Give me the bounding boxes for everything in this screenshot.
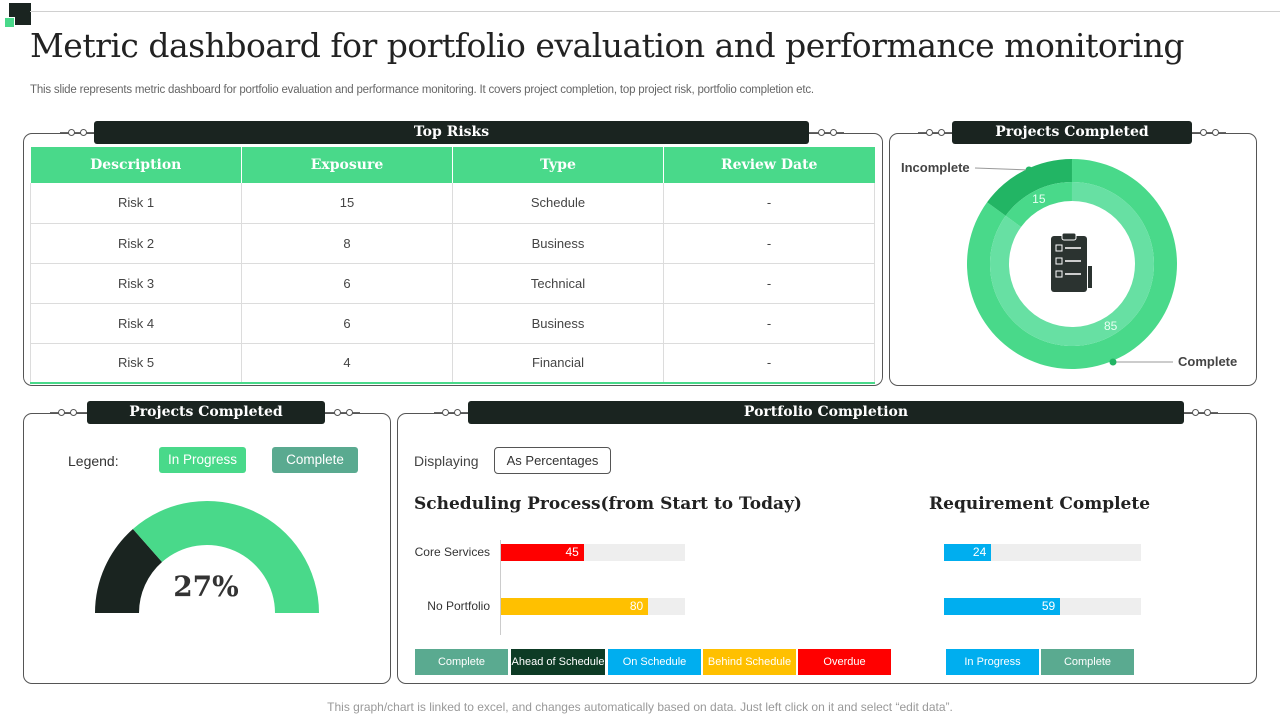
cell-description: Risk 1 (30, 183, 242, 224)
cell-exposure: 6 (241, 263, 453, 304)
column-header: Review Date (663, 147, 875, 183)
cell-exposure: 4 (241, 343, 453, 384)
cell-description: Risk 3 (30, 263, 242, 304)
table-row: Risk 5 4 Financial - (30, 343, 875, 384)
cell-exposure: 6 (241, 303, 453, 344)
legend-complete: Complete (272, 447, 358, 473)
cell-type: Financial (452, 343, 664, 384)
top-rule (30, 11, 1280, 12)
legend-label: Legend: (68, 453, 119, 469)
complete-label: Complete (1178, 354, 1238, 369)
top-risks-header: Top Risks (94, 121, 809, 144)
cell-review-date: - (663, 303, 875, 344)
requirement-track: 59 (944, 598, 1141, 615)
scheduling-track: 45 (501, 544, 685, 561)
incomplete-leader-line (974, 167, 1030, 171)
donut-value-incomplete: 15 (1032, 192, 1046, 206)
cell-type: Technical (452, 263, 664, 304)
key-requirement-complete: Complete (1041, 649, 1134, 675)
bar-category-label: No Portfolio (427, 599, 490, 613)
requirement-title: Requirement Complete (929, 494, 1151, 514)
connector (808, 128, 844, 138)
legend-in-progress: In Progress (159, 447, 246, 473)
cell-exposure: 15 (241, 183, 453, 224)
key-overdue: Overdue (798, 649, 891, 675)
table-row: Risk 3 6 Technical - (30, 263, 875, 304)
connector (1190, 128, 1226, 138)
scheduling-bar-core-services: 45 (501, 544, 584, 561)
column-header: Exposure (241, 147, 453, 183)
connector (918, 128, 954, 138)
donut-chart: 15 85 (967, 159, 1177, 369)
key-ahead-of-schedule: Ahead of Schedule (511, 649, 605, 675)
cell-type: Business (452, 223, 664, 264)
complete-leader-dot (1109, 358, 1117, 366)
connector (324, 408, 360, 418)
connector (50, 408, 88, 418)
scheduling-axis-line (500, 540, 501, 635)
portfolio-panel-header: Portfolio Completion (468, 401, 1184, 424)
donut-panel-header: Projects Completed (952, 121, 1192, 144)
displaying-label: Displaying (414, 453, 479, 469)
table-row: Risk 1 15 Schedule - (30, 183, 875, 224)
key-in-progress: In Progress (946, 649, 1039, 675)
scheduling-bar-no-portfolio: 80 (501, 598, 649, 615)
donut-value-complete: 85 (1104, 319, 1118, 333)
page-subtitle: This slide represents metric dashboard f… (30, 84, 814, 96)
gauge-panel-header: Projects Completed (87, 401, 325, 424)
table-row: Risk 4 6 Business - (30, 303, 875, 344)
key-behind-schedule: Behind Schedule (703, 649, 796, 675)
cell-description: Risk 5 (30, 343, 242, 384)
connector (60, 128, 96, 138)
cell-description: Risk 4 (30, 303, 242, 344)
cell-review-date: - (663, 223, 875, 264)
gauge-segment-complete (132, 501, 319, 613)
requirement-bar: 59 (944, 598, 1061, 615)
scheduling-track: 80 (501, 598, 685, 615)
cell-description: Risk 2 (30, 223, 242, 264)
incomplete-label: Incomplete (901, 160, 970, 175)
gauge-chart (95, 501, 319, 613)
gauge-segment-in-progress (95, 528, 163, 613)
connector (434, 408, 470, 418)
corner-accent-green (4, 17, 15, 28)
table-row: Risk 2 8 Business - (30, 223, 875, 264)
cell-review-date: - (663, 263, 875, 304)
cell-type: Business (452, 303, 664, 344)
cell-review-date: - (663, 343, 875, 384)
connector (1182, 408, 1218, 418)
footer-note: This graph/chart is linked to excel, and… (327, 700, 953, 714)
incomplete-leader-dot (1025, 166, 1033, 174)
key-on-schedule: On Schedule (608, 649, 701, 675)
requirement-bar: 24 (944, 544, 992, 561)
donut-slice-incomplete-inner (1005, 182, 1072, 227)
display-mode-button[interactable]: As Percentages (494, 447, 611, 474)
top-risks-table: Description Exposure Type Review Date Ri… (30, 147, 875, 384)
clipboard-checklist-icon (1051, 232, 1092, 292)
cell-type: Schedule (452, 183, 664, 224)
scheduling-title: Scheduling Process(from Start to Today) (414, 494, 802, 514)
cell-exposure: 8 (241, 223, 453, 264)
table-header-row: Description Exposure Type Review Date (30, 147, 875, 183)
donut-slice-incomplete-outer (987, 159, 1072, 216)
column-header: Description (30, 147, 242, 183)
cell-review-date: - (663, 183, 875, 224)
gauge-value: 27% (173, 570, 239, 603)
column-header: Type (452, 147, 664, 183)
key-complete: Complete (415, 649, 508, 675)
page-title: Metric dashboard for portfolio evaluatio… (30, 26, 1184, 65)
requirement-track: 24 (944, 544, 1141, 561)
bar-category-label: Core Services (414, 545, 490, 559)
